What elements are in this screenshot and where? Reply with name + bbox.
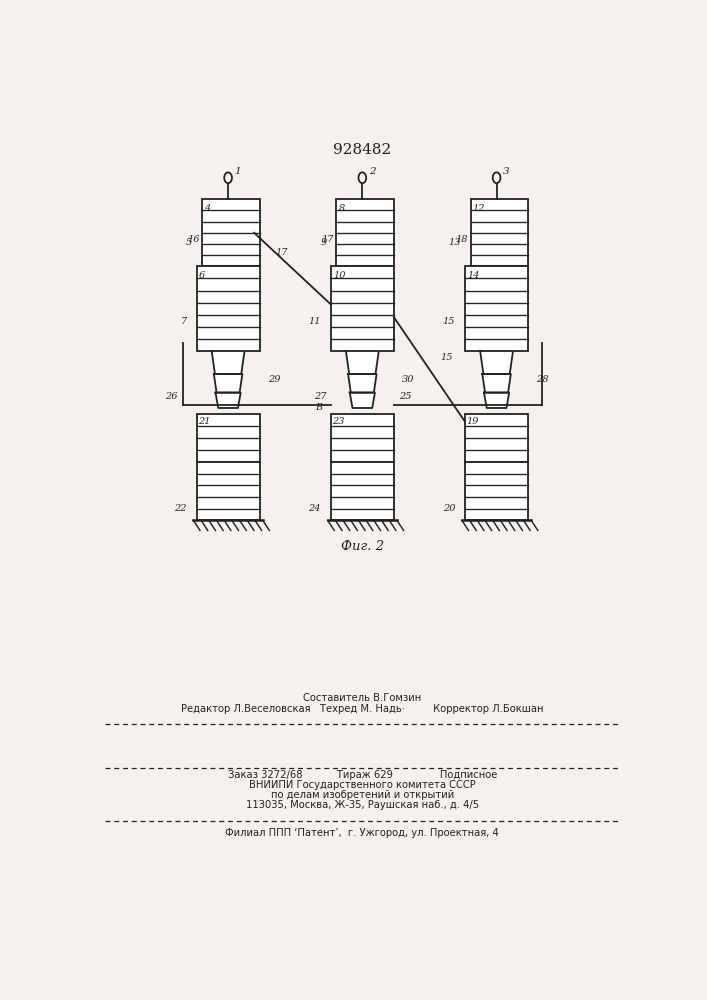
Text: 4: 4	[204, 204, 211, 213]
Bar	[465, 266, 528, 351]
Bar	[197, 462, 259, 520]
Text: Редактор Л.Веселовская   Техред М. Надь·         Корректор Л.Бокшан: Редактор Л.Веселовская Техред М. Надь· К…	[181, 704, 544, 714]
Text: 27: 27	[314, 392, 327, 401]
Text: 928482: 928482	[333, 143, 392, 157]
Polygon shape	[216, 393, 240, 408]
Text: 17: 17	[321, 235, 334, 244]
Text: 13: 13	[448, 238, 461, 247]
Bar	[471, 199, 528, 266]
Text: Фиг. 2: Фиг. 2	[341, 540, 384, 553]
Text: 11: 11	[308, 317, 321, 326]
Bar	[197, 266, 259, 351]
Text: 18: 18	[455, 235, 468, 244]
Text: 30: 30	[402, 375, 414, 384]
Text: Заказ 3272/68           Тираж 629               Подписное: Заказ 3272/68 Тираж 629 Подписное	[228, 770, 497, 780]
Polygon shape	[350, 393, 375, 408]
Bar	[202, 199, 259, 266]
Text: 12: 12	[473, 204, 485, 213]
Text: Составитель В.Гомзин: Составитель В.Гомзин	[303, 693, 421, 703]
Circle shape	[493, 172, 501, 183]
Text: 22: 22	[174, 504, 187, 513]
Text: 5: 5	[186, 238, 192, 247]
Text: 23: 23	[332, 417, 345, 426]
Text: Филиал ППП ‘Патент’,  г. Ужгород, ул. Проектная, 4: Филиал ППП ‘Патент’, г. Ужгород, ул. Про…	[226, 828, 499, 838]
Text: 7: 7	[180, 317, 187, 326]
Text: по делам изобретений и открытий: по делам изобретений и открытий	[271, 790, 454, 800]
Text: 8: 8	[339, 204, 345, 213]
Bar	[331, 266, 394, 351]
Polygon shape	[482, 374, 511, 393]
Text: 2: 2	[369, 167, 375, 176]
Text: 24: 24	[308, 504, 321, 513]
Text: 14: 14	[467, 271, 480, 280]
Bar	[331, 462, 394, 520]
Polygon shape	[348, 374, 377, 393]
Polygon shape	[214, 374, 243, 393]
Text: ВНИИПИ Государственного комитета СССР: ВНИИПИ Государственного комитета СССР	[249, 780, 476, 790]
Text: 1: 1	[235, 167, 241, 176]
Text: 20: 20	[443, 504, 455, 513]
Polygon shape	[211, 351, 245, 374]
Bar	[337, 199, 394, 266]
Text: 29: 29	[268, 375, 280, 384]
Polygon shape	[346, 351, 379, 374]
Text: 19: 19	[467, 417, 479, 426]
Text: 9: 9	[320, 238, 327, 247]
Text: 113035, Москва, Ж-35, Раушская наб., д. 4/5: 113035, Москва, Ж-35, Раушская наб., д. …	[246, 800, 479, 810]
Text: 21: 21	[198, 417, 211, 426]
Text: 10: 10	[333, 271, 346, 280]
Text: 25: 25	[399, 392, 411, 401]
Text: 15: 15	[443, 317, 455, 326]
Text: 3: 3	[503, 167, 510, 176]
Bar	[465, 414, 528, 462]
Text: 26: 26	[165, 392, 177, 401]
Circle shape	[224, 172, 232, 183]
Circle shape	[358, 172, 366, 183]
Text: 17: 17	[275, 248, 288, 257]
Bar	[465, 462, 528, 520]
Text: 15: 15	[440, 353, 453, 362]
Bar	[197, 414, 259, 462]
Bar	[331, 414, 394, 462]
Text: 28: 28	[537, 375, 549, 384]
Polygon shape	[484, 393, 509, 408]
Text: 16: 16	[187, 235, 199, 244]
Text: 6: 6	[199, 271, 205, 280]
Polygon shape	[480, 351, 513, 374]
Text: B: B	[315, 403, 322, 412]
